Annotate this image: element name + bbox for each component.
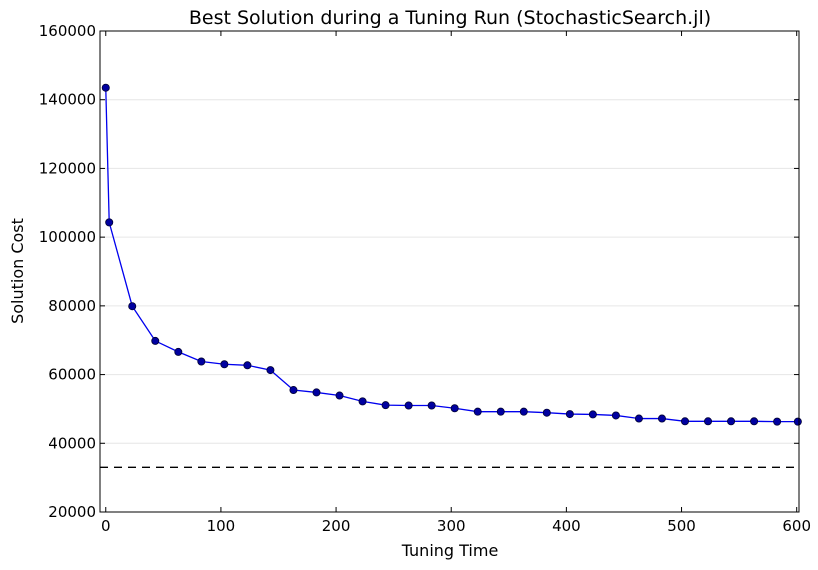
x-tick-label: 500 [667, 517, 696, 535]
data-point [680, 417, 689, 426]
grid [100, 99, 799, 444]
data-point [588, 410, 597, 419]
axis-ticks [100, 30, 799, 513]
data-series [101, 83, 802, 426]
x-tick-label: 100 [207, 517, 236, 535]
data-point [727, 417, 736, 426]
data-point [174, 347, 183, 356]
y-tick-label: 80000 [48, 297, 96, 315]
y-axis-label: Solution Cost [8, 218, 27, 324]
data-point [793, 417, 802, 426]
data-point [289, 386, 298, 395]
x-tick-label: 400 [552, 517, 581, 535]
x-tick-labels: 0 100 200 300 400 500 600 [101, 517, 811, 535]
data-point [427, 401, 436, 410]
data-point [404, 401, 413, 410]
x-tick-label: 600 [782, 517, 811, 535]
x-axis-label: Tuning Time [401, 541, 499, 560]
chart-title: Best Solution during a Tuning Run (Stoch… [189, 7, 711, 29]
data-point [773, 417, 782, 426]
data-point [197, 357, 206, 366]
data-point [473, 407, 482, 416]
data-point [657, 414, 666, 423]
data-point [220, 360, 229, 369]
x-tick-label: 200 [322, 517, 351, 535]
y-tick-label: 20000 [48, 503, 96, 521]
data-point [151, 336, 160, 345]
data-point [542, 408, 551, 417]
y-tick-label: 140000 [39, 91, 96, 109]
plot-frame [99, 30, 800, 513]
data-point [335, 391, 344, 400]
data-point [358, 397, 367, 406]
series-line [105, 87, 798, 423]
data-point [496, 407, 505, 416]
data-point [565, 410, 574, 419]
x-tick-label: 300 [437, 517, 466, 535]
data-point [634, 414, 643, 423]
data-point [519, 407, 528, 416]
y-tick-label: 160000 [39, 22, 96, 40]
data-point [128, 302, 137, 311]
data-point [312, 388, 321, 397]
data-point [243, 361, 252, 370]
data-point [381, 401, 390, 410]
data-point [750, 417, 759, 426]
data-point [611, 411, 620, 420]
data-point [266, 366, 275, 375]
y-tick-label: 40000 [48, 434, 96, 452]
data-point [450, 404, 459, 413]
data-point [704, 417, 713, 426]
y-tick-label: 100000 [39, 228, 96, 246]
x-tick-label: 0 [101, 517, 111, 535]
data-point [105, 218, 114, 227]
y-tick-label: 60000 [48, 366, 96, 384]
y-tick-labels: 20000 40000 60000 80000 100000 120000 140000 16… [39, 22, 96, 521]
data-point [101, 83, 110, 92]
y-tick-label: 120000 [39, 159, 96, 177]
